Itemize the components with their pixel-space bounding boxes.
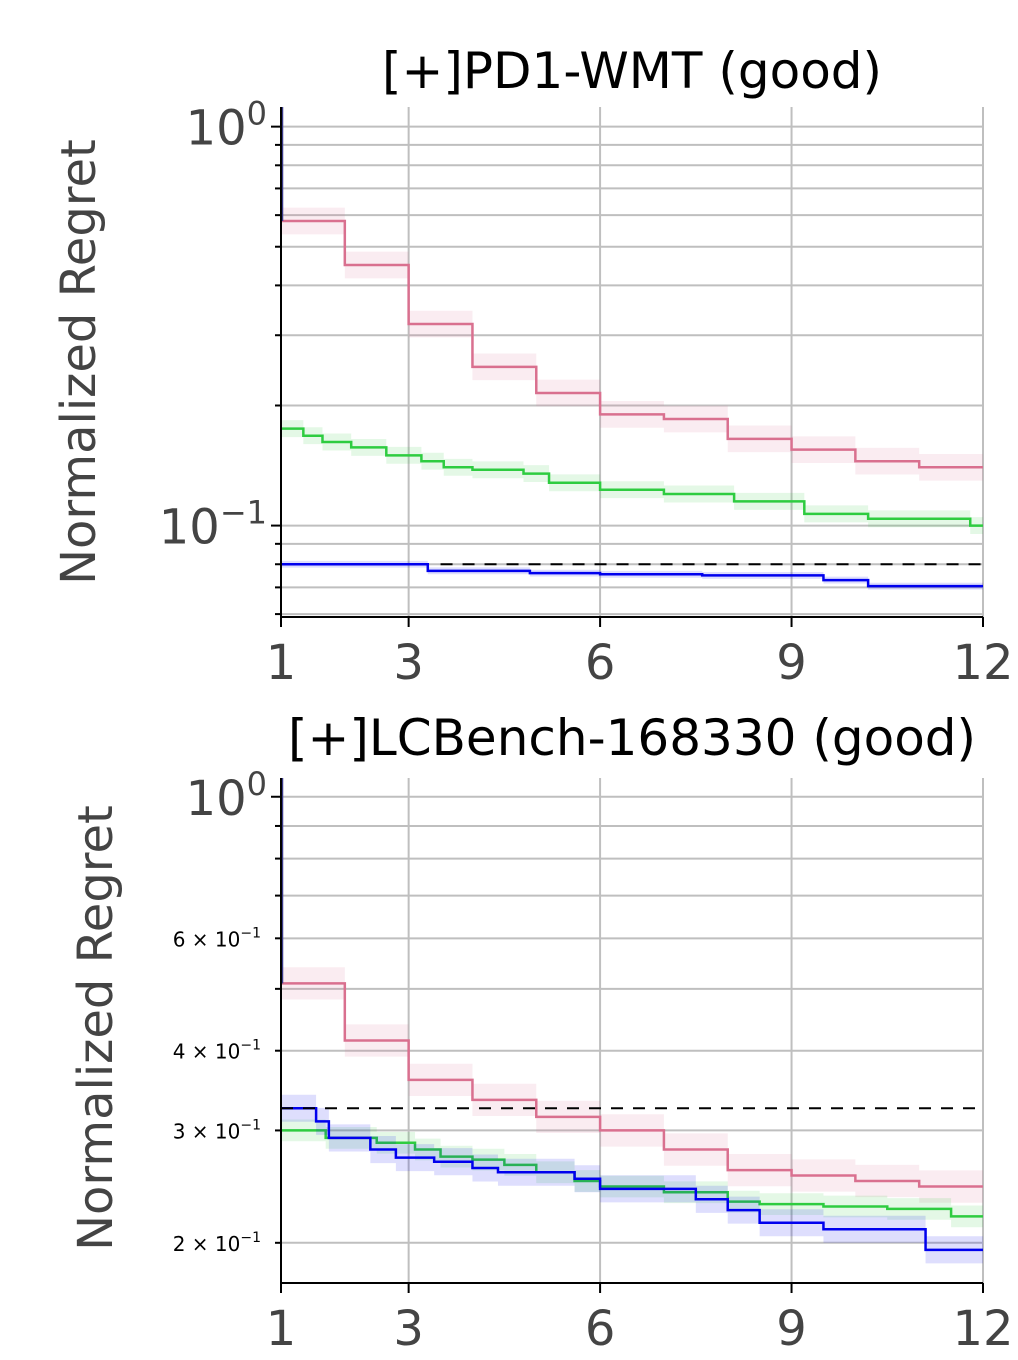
series-band — [281, 1119, 983, 1228]
y-axis-label: Normalized Regret — [51, 139, 107, 585]
y-axis-label: Normalized Regret — [68, 805, 124, 1251]
series-0 — [281, 967, 983, 1203]
series-line — [281, 427, 983, 527]
series-line — [281, 982, 983, 1188]
series-line — [281, 1107, 983, 1252]
x-tick-label: 6 — [585, 635, 616, 691]
x-tick-label: 1 — [266, 635, 297, 691]
x-tick-label: 12 — [952, 1301, 1013, 1357]
series-band — [281, 1094, 983, 1264]
series-band — [281, 967, 983, 1203]
y-tick-label: 10−1 — [159, 494, 267, 556]
y-tick-label: 3 × 10−1 — [173, 1117, 261, 1143]
x-tick-label: 9 — [776, 1301, 807, 1357]
x-tick-label: 6 — [585, 1301, 616, 1357]
x-tick-label: 9 — [776, 635, 807, 691]
chart-panel-pd1-wmt: [+]PD1-WMT (good) Normalized Regret 1 3 6 9… — [51, 42, 1014, 691]
grid — [280, 107, 984, 617]
series-0 — [281, 207, 983, 481]
chart-title: [+]PD1-WMT (good) — [382, 42, 882, 100]
y-tick-label: 100 — [186, 765, 267, 827]
series-band — [281, 207, 983, 481]
series-2 — [281, 560, 983, 590]
series-1 — [281, 420, 983, 535]
series-line — [281, 562, 983, 588]
x-tick-label: 3 — [393, 635, 424, 691]
x-tick-label: 12 — [952, 635, 1013, 691]
series-line — [281, 219, 983, 469]
x-tick-label: 1 — [266, 1301, 297, 1357]
series-band — [281, 420, 983, 535]
y-tick-label: 4 × 10−1 — [173, 1038, 261, 1064]
chart-title: [+]LCBench-168330 (good) — [288, 709, 976, 767]
y-tick-label: 2 × 10−1 — [173, 1230, 261, 1256]
y-tick-label: 100 — [186, 95, 267, 157]
chart-panel-lcbench-168330: [+]LCBench-168330 (good) Normalized Regr… — [68, 709, 1014, 1357]
y-tick-label: 6 × 10−1 — [173, 925, 261, 951]
series-2 — [281, 1094, 983, 1264]
x-tick-label: 3 — [393, 1301, 424, 1357]
